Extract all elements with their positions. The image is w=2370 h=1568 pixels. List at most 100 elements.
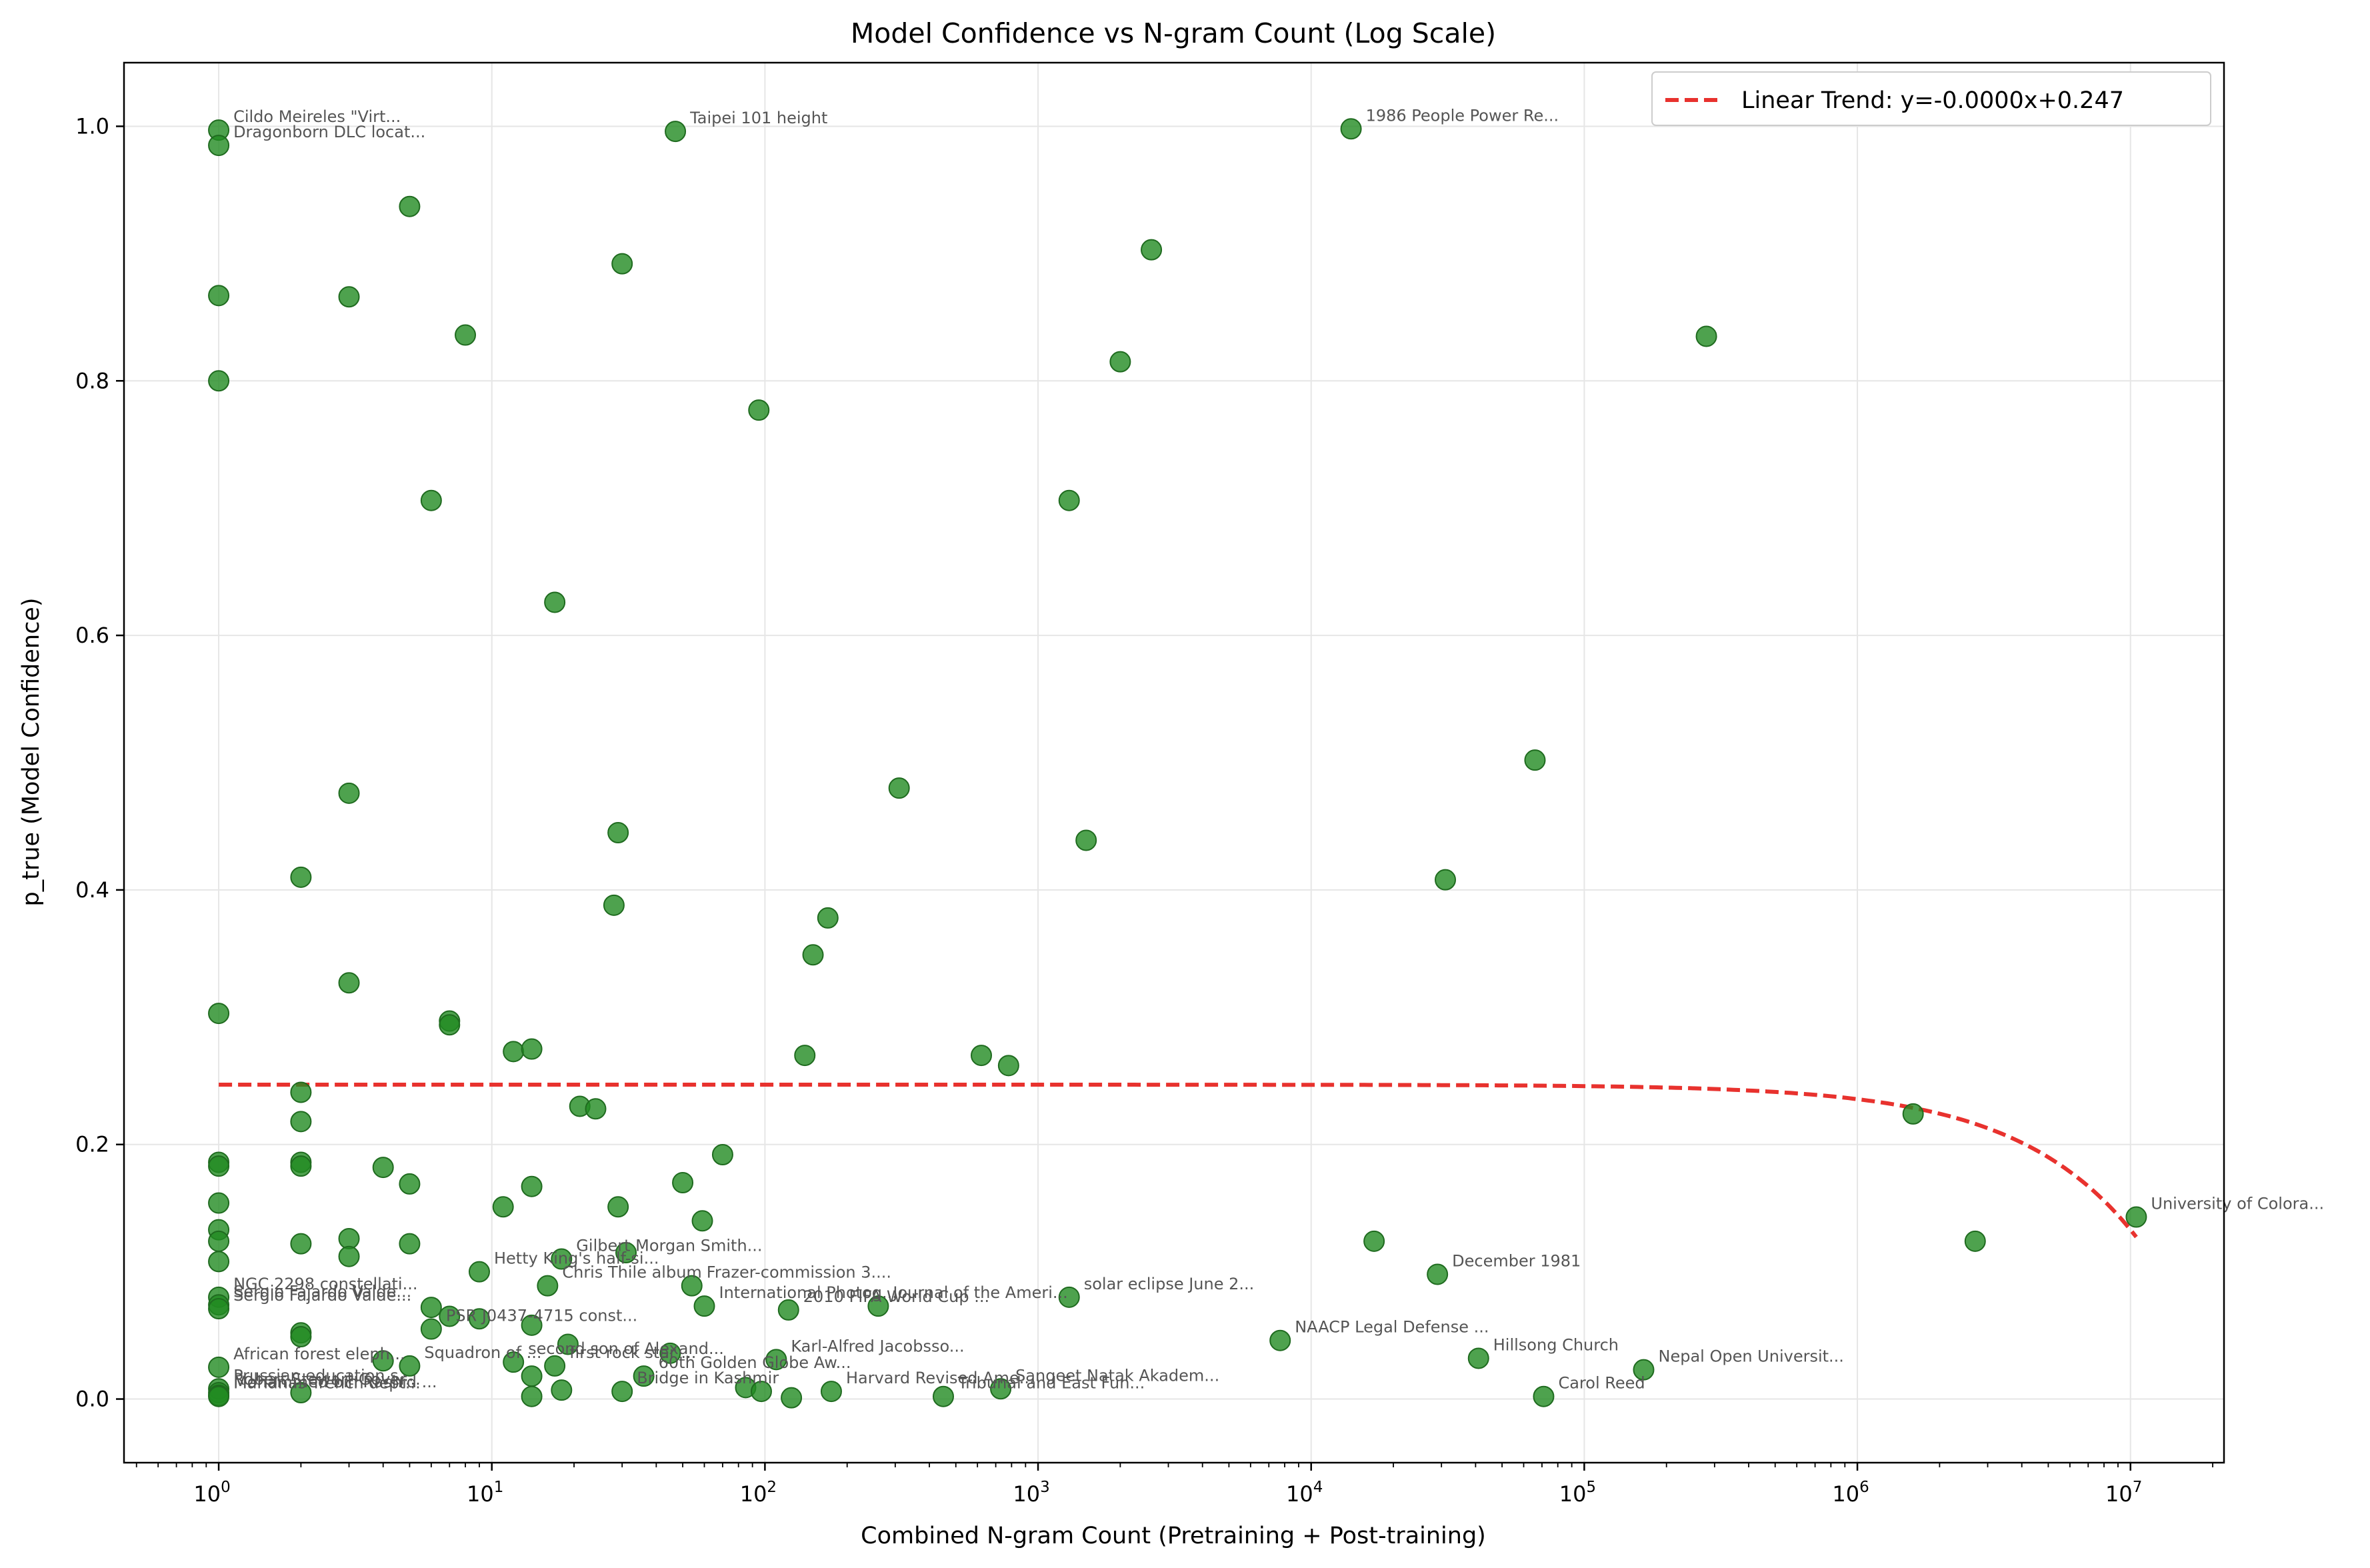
- data-point: [1058, 489, 1080, 511]
- data-point: [1109, 351, 1131, 373]
- data-point: [1533, 1385, 1555, 1407]
- point-annotation: 2010 FIFA World Cup ...: [803, 1287, 989, 1306]
- data-point: [817, 907, 839, 929]
- data-point: [603, 894, 625, 916]
- y-tick-label: 0.6: [75, 623, 109, 648]
- point-annotation: Gilbert Morgan Smith...: [576, 1237, 762, 1255]
- x-tick-label: 105: [1559, 1479, 1596, 1507]
- x-tick-label: 107: [2105, 1479, 2142, 1507]
- x-tick-label: 103: [1013, 1479, 1049, 1507]
- data-point: [455, 324, 477, 346]
- data-point: [537, 1275, 559, 1297]
- data-point: [1340, 118, 1362, 140]
- data-point: [802, 944, 824, 966]
- point-annotation: Dragonborn DLC locat...: [233, 123, 425, 141]
- point-annotation: 60th Golden Globe Aw...: [659, 1353, 851, 1372]
- data-point: [544, 1355, 566, 1377]
- x-tick-label: 106: [1832, 1479, 1869, 1507]
- data-point: [672, 1172, 694, 1193]
- point-annotation: Taipei 101 height: [689, 109, 827, 127]
- data-point: [615, 1242, 637, 1263]
- plot-frame: [123, 61, 2225, 1464]
- data-point: [492, 1196, 514, 1218]
- data-point: [1141, 239, 1163, 261]
- data-point: [544, 591, 566, 613]
- data-point: [420, 489, 442, 511]
- point-annotation: NAACP Legal Defense ...: [1295, 1318, 1489, 1337]
- data-point: [1902, 1103, 1924, 1125]
- data-point: [338, 1228, 360, 1249]
- data-point: [290, 1233, 312, 1255]
- data-point: [2125, 1206, 2147, 1228]
- point-annotation: Cildo Meireles "Virt...: [233, 107, 401, 126]
- data-point: [1435, 869, 1457, 891]
- data-point: [208, 1230, 230, 1252]
- data-point: [208, 1298, 230, 1319]
- data-point: [372, 1350, 394, 1372]
- data-point: [1695, 325, 1717, 347]
- x-tick-label: 101: [467, 1479, 503, 1507]
- points-layer: [208, 118, 2147, 1409]
- point-annotation: December 1981: [1452, 1251, 1581, 1270]
- data-point: [439, 1014, 461, 1036]
- point-annotation: Sergio Fajardo Valde...: [233, 1282, 411, 1301]
- data-point: [290, 1111, 312, 1133]
- y-axis-ticks: 0.0 0.2 0.4 0.6 0.8 1.0: [75, 113, 124, 1412]
- data-point: [888, 777, 910, 799]
- data-point: [338, 782, 360, 804]
- point-annotation: 1986 People Power Re...: [1366, 106, 1559, 125]
- data-point: [711, 1144, 733, 1165]
- data-point: [1964, 1230, 1986, 1252]
- point-annotation: Marianas Trench dept...: [233, 1374, 421, 1393]
- data-point: [748, 399, 770, 421]
- data-point: [503, 1041, 525, 1063]
- data-point: [1524, 749, 1546, 771]
- x-tick-label: 100: [193, 1479, 230, 1507]
- data-point: [372, 1157, 394, 1179]
- data-point: [290, 1155, 312, 1177]
- data-point: [208, 370, 230, 392]
- data-point: [867, 1295, 889, 1317]
- data-point: [585, 1098, 607, 1120]
- point-annotation: Squadron of ...: [424, 1343, 541, 1362]
- data-point: [765, 1349, 787, 1371]
- point-annotation: Harvard Revised Ame...: [846, 1369, 1035, 1387]
- point-annotation: solar eclipse June 2...: [1084, 1275, 1255, 1293]
- data-point: [1363, 1230, 1385, 1252]
- data-point: [290, 1382, 312, 1403]
- data-point: [693, 1295, 715, 1317]
- data-point: [338, 1245, 360, 1267]
- data-point: [557, 1333, 579, 1355]
- data-point: [691, 1210, 713, 1232]
- point-annotation: Sergio Fajardo Valde...: [233, 1286, 411, 1305]
- trend-line: [219, 1083, 2138, 1239]
- trend-layer: [219, 1083, 2138, 1239]
- data-point: [521, 1365, 543, 1387]
- point-annotation: International Photog...: [719, 1283, 897, 1302]
- y-tick-label: 0.2: [75, 1132, 109, 1157]
- point-annotation: first rock star ...: [569, 1343, 696, 1362]
- data-point: [781, 1387, 803, 1409]
- data-point: [208, 1251, 230, 1273]
- point-annotation: Journal of the Ameri...: [891, 1283, 1067, 1302]
- x-axis-label: Combined N-gram Count (Pretraining + Pos…: [861, 1523, 1486, 1549]
- data-point: [521, 1038, 543, 1060]
- data-point: [971, 1045, 993, 1067]
- x-tick-label: 102: [740, 1479, 777, 1507]
- point-annotation: African forest eleph...: [233, 1345, 405, 1363]
- data-point: [551, 1379, 573, 1401]
- y-tick-label: 0.0: [75, 1387, 109, 1412]
- data-point: [1633, 1359, 1655, 1381]
- y-tick-label: 0.4: [75, 877, 109, 903]
- legend-trend-label: Linear Trend: y=-0.0000x+0.247: [1741, 87, 2124, 114]
- data-point: [208, 135, 230, 157]
- data-point: [521, 1314, 543, 1336]
- data-point: [521, 1175, 543, 1197]
- point-annotation: Carol Reed: [1558, 1374, 1645, 1393]
- point-annotation: Robert Stewart Gover...: [233, 1370, 421, 1389]
- y-axis-label: p_true (Model Confidence): [18, 598, 45, 907]
- data-point: [439, 1305, 461, 1327]
- data-point: [208, 1192, 230, 1214]
